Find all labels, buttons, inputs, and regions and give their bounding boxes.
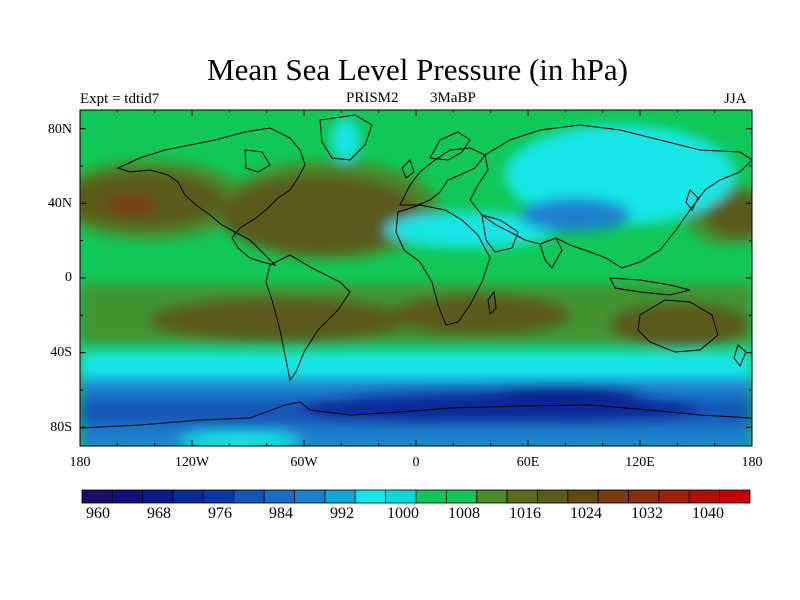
coast-australia [637,299,719,353]
colorbar-swatch [172,489,204,504]
colorbar-label: 1024 [570,505,602,522]
field-so-cyan [80,352,752,380]
y-tick-label: 40S [50,345,72,360]
subtitle-model: PRISM2 [346,90,399,106]
coast-asia [469,124,752,269]
coast-scandinavia [429,131,471,161]
colorbar-swatch [111,489,144,504]
coastlines [80,114,752,429]
field-south-atlantic-high [390,295,570,335]
colorbar-swatch [81,489,113,504]
colorbar-label: 968 [147,505,171,522]
coast-africa [395,204,491,326]
colorbar-swatch [233,489,265,504]
x-tick-label: 180 [69,455,91,470]
colorbar-swatch [324,489,356,504]
map-title: Mean Sea Level Pressure (in hPa) [207,52,628,87]
field-arabia-low [385,212,555,248]
colorbar-label: 1008 [448,505,480,522]
colorbar-swatch [263,489,295,504]
coast-hudson [244,149,271,173]
field-so-core [480,386,640,404]
experiment-label: Expt = tdtid7 [80,91,160,107]
coast-india [539,237,563,269]
x-tick-label: 180 [741,455,763,470]
coast-europe [399,147,486,206]
y-tick-label: 40N [47,196,72,211]
colorbar-swatch [597,489,629,504]
colorbar-swatch [142,489,174,504]
field-south-pacific-high [150,298,410,342]
colorbar-label: 960 [86,505,110,522]
coast-arabia [481,214,519,253]
colorbar-swatch [537,489,569,504]
pressure-field [80,110,752,446]
colorbar-swatch [294,489,326,504]
colorbar-swatch [688,489,721,504]
y-tick-label: 0 [65,270,72,285]
colorbar-swatch [658,489,690,504]
colorbar-label: 1000 [387,505,419,522]
colorbar-swatch [506,489,538,504]
coast-south-america [265,254,351,382]
colorbar-swatch [628,489,660,504]
colorbar-label: 976 [208,505,232,522]
field-australia-high [610,303,750,347]
colorbar-swatch [203,489,235,504]
coast-antarctica [80,401,752,429]
axis-ticks [79,110,753,446]
x-tick-label: 120E [625,455,655,470]
colorbar-swatch [476,489,508,504]
colorbar-swatch [567,489,599,504]
field-azores-high [220,175,420,255]
coast-north-america [116,127,306,266]
coast-japan [685,189,699,211]
colorbar-label: 992 [330,505,354,522]
field-antarctic-cyan [180,432,300,446]
colorbar [81,489,751,504]
field-tibet-low [520,198,630,232]
field-nw-pacific-high [705,193,752,237]
colorbar-label: 1032 [631,505,663,522]
colorbar-swatch [354,489,387,504]
colorbar-label: 984 [269,505,293,522]
field-greenland-low [331,118,359,162]
subtitle-period: 3MaBP [430,90,476,106]
coast-uk [401,159,415,179]
x-tick-label: 60W [290,455,318,470]
colorbar-swatch [385,489,417,504]
x-tick-label: 0 [412,455,420,470]
field-high-core [105,196,155,214]
y-tick-label: 80N [47,122,72,137]
coast-greenland [319,114,373,161]
coast-indonesia [609,277,691,296]
colorbar-swatch [445,489,478,504]
coast-new-zealand [733,344,747,367]
colorbar-swatch [415,489,447,504]
x-tick-label: 60E [516,455,540,470]
field-north-pacific-high [80,172,225,228]
colorbar-label: 1040 [692,505,724,522]
colorbar-label: 1016 [509,505,541,522]
colorbar-swatch [719,489,751,504]
season-label: JJA [724,91,747,107]
y-tick-label: 80S [50,420,72,435]
coast-madagascar [487,290,497,316]
x-tick-label: 120W [174,455,210,470]
